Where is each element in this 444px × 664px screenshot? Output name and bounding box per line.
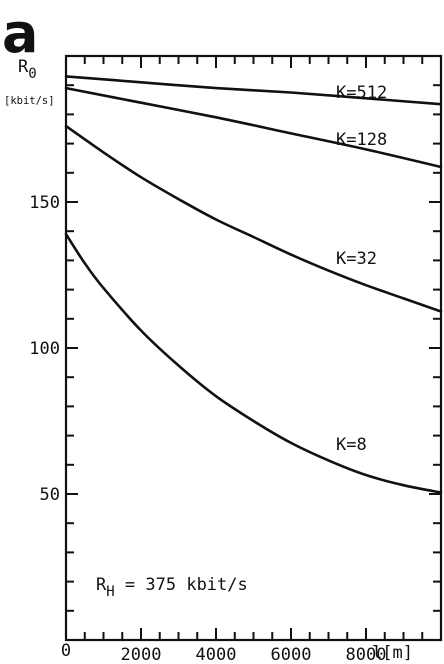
x-tick-label: 8000 <box>346 645 387 664</box>
x-tick-label: 6000 <box>271 645 312 664</box>
series-line <box>64 86 443 169</box>
y-tick-label: 100 <box>29 339 60 359</box>
y-tick-label: 50 <box>40 485 60 505</box>
series-line <box>64 232 443 494</box>
y-tick-label: 150 <box>29 193 60 213</box>
x-tick-label: 4000 <box>196 645 237 664</box>
rh-annotation-sub: H <box>106 584 114 600</box>
y-axis-label-sub: 0 <box>28 66 36 82</box>
series-label: K=512 <box>336 83 387 103</box>
y-axis-label: R0 <box>18 57 37 82</box>
series-line <box>64 124 443 313</box>
origin-label: 0 <box>61 641 71 661</box>
panel-label: a <box>2 2 38 65</box>
rh-annotation-main: R <box>96 575 107 595</box>
x-axis-label-main: l <box>372 643 382 663</box>
series-label: K=8 <box>336 435 367 455</box>
rh-annotation-value: = 375 kbit/s <box>115 575 248 595</box>
series-line <box>64 75 443 106</box>
x-axis-unit: [m] <box>382 643 413 663</box>
y-axis-unit: [kbit/s] <box>4 95 55 107</box>
y-axis-label-main: R <box>18 57 29 77</box>
x-tick-label: 2000 <box>121 645 162 664</box>
x-axis-label: l[m] <box>372 643 413 663</box>
plot-area: 2000 4000 6000 8000 50 100 150 K=512 K=128 K=32 K=… <box>29 54 443 664</box>
series-label: K=128 <box>336 130 387 150</box>
series-label: K=32 <box>336 249 377 269</box>
rh-annotation: RH = 375 kbit/s <box>96 575 248 600</box>
